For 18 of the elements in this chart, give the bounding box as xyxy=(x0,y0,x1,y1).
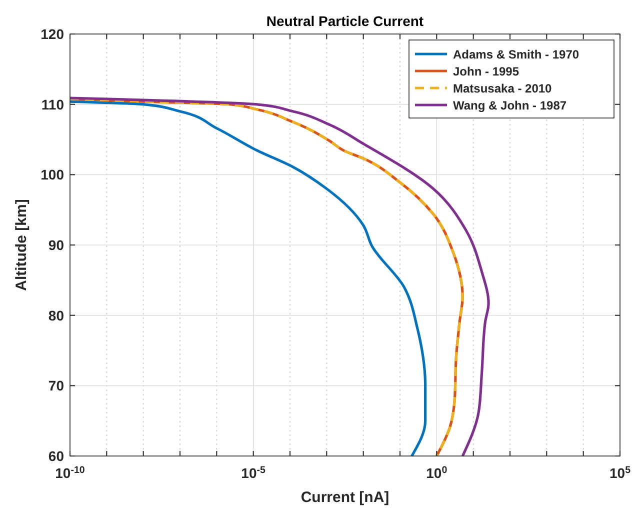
y-tick-label: 70 xyxy=(48,378,64,394)
y-tick-label: 120 xyxy=(40,26,64,42)
x-tick-label: 10$^{-5}$ xyxy=(241,464,266,481)
y-tick-label: 100 xyxy=(40,166,64,183)
y-tick-label: 60 xyxy=(48,448,64,464)
y-tick-label: 110 xyxy=(41,96,64,112)
x-tick-label: 10$^{-10}$ xyxy=(55,464,86,481)
x-tick-label: 10$^{0}$ xyxy=(426,464,448,481)
chart-title: Neutral Particle Current xyxy=(266,13,424,29)
legend-label: Wang & John - 1987 xyxy=(453,98,567,112)
x-tick-label: 10$^{5}$ xyxy=(609,464,632,481)
legend-label: Matsusaka - 2010 xyxy=(453,82,552,96)
legend-label: Adams & Smith - 1970 xyxy=(453,48,580,62)
x-axis-title: Current [nA] xyxy=(300,489,390,506)
y-tick-label: 80 xyxy=(48,307,64,324)
legend-label: John - 1995 xyxy=(453,64,520,78)
y-tick-label: 90 xyxy=(48,237,64,253)
y-axis-title: Altitude [km] xyxy=(13,199,30,291)
